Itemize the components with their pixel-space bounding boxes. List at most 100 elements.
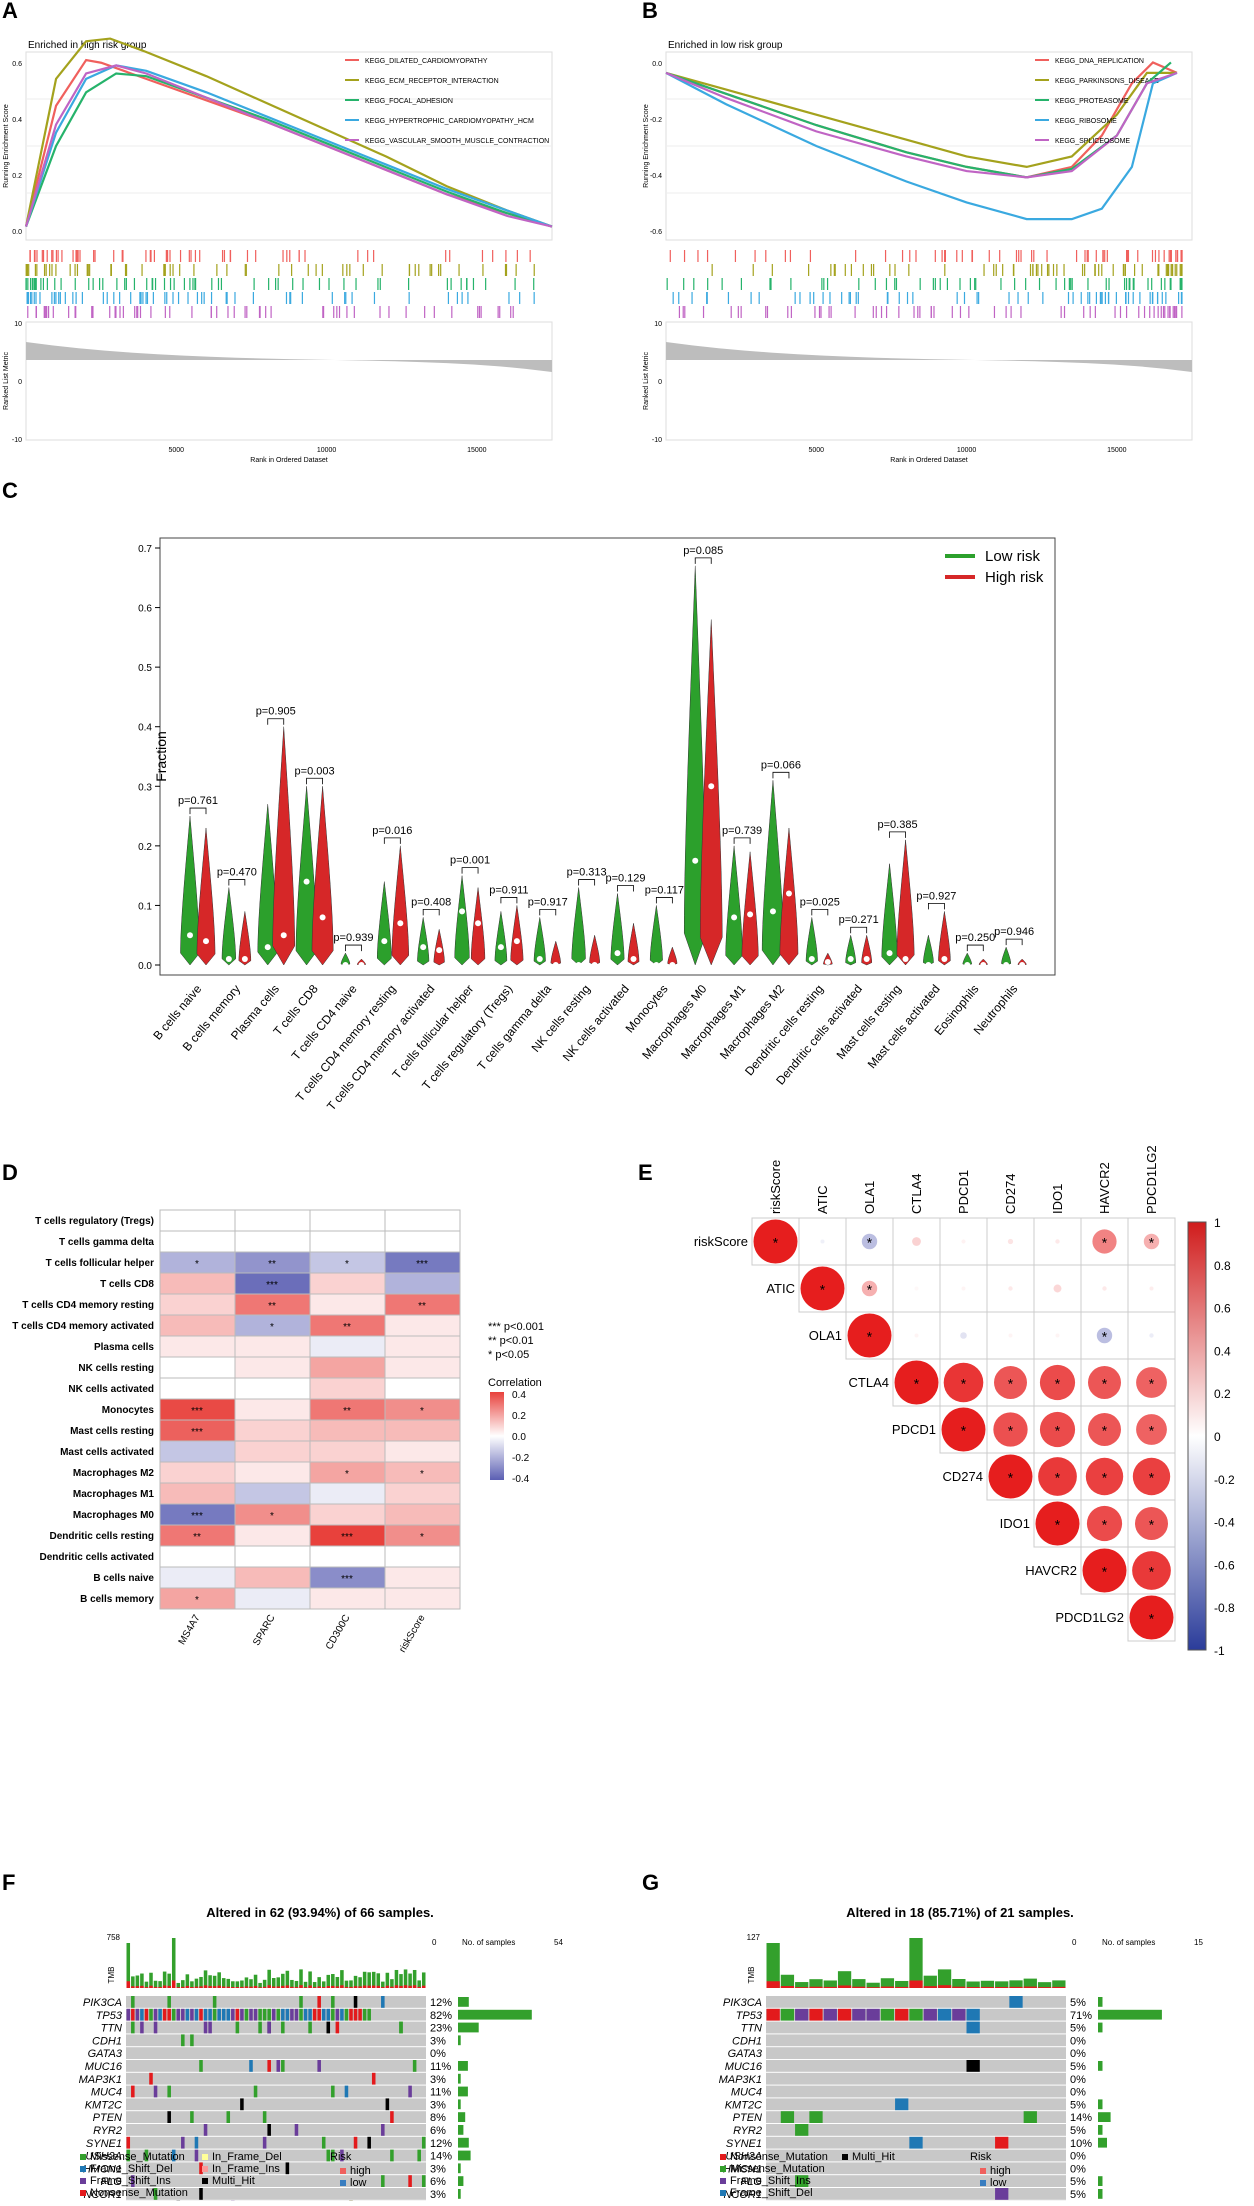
tmb-bar-segment [924, 1986, 937, 1988]
p-bracket [967, 945, 983, 951]
percent-label: 71% [1070, 2010, 1092, 2022]
p-bracket [423, 909, 439, 915]
legend-swatch [842, 2154, 848, 2160]
mutation-cell [240, 2009, 244, 2021]
mutation-cell [995, 2137, 1008, 2149]
mutation-cell [286, 2009, 290, 2021]
samples-axis-label: No. of samples [1102, 1938, 1155, 1947]
mutation-cell [131, 2009, 135, 2021]
legend-swatch [340, 2180, 346, 2186]
percent-label: 0% [1070, 2151, 1086, 2163]
heatmap-cell [235, 1588, 310, 1609]
mutation-cell [231, 2009, 235, 2021]
significance-star: * [867, 1235, 873, 1251]
median-dot [864, 956, 870, 962]
significance-star: *** [341, 1574, 353, 1585]
mutation-cell [140, 2022, 144, 2034]
mutation-cell [286, 2162, 290, 2174]
row-gene-label: riskScore [694, 1234, 748, 1249]
gene-frequency-bar [1098, 2176, 1103, 2186]
legend-swatch [720, 2154, 726, 2160]
mutation-cell [809, 2111, 822, 2123]
tmb-bar-segment [390, 1987, 394, 1988]
mutation-cell [236, 2009, 240, 2021]
mutation-cell [154, 2022, 158, 2034]
significance-star: * [270, 1322, 274, 1333]
mutation-cell [399, 2022, 403, 2034]
mutation-cell [317, 2060, 321, 2072]
gene-label: KMT2C [725, 2099, 762, 2111]
violin-high-risk [551, 941, 561, 965]
significance-star: *** [416, 1259, 428, 1270]
percent-label: 0% [1070, 2087, 1086, 2099]
corrplot-panel-E: riskScoreriskScore****ATICATIC**OLA1OLA1… [694, 1145, 1235, 1658]
mutation-cell [290, 2009, 294, 2021]
significance-star: *** [191, 1427, 203, 1438]
median-dot [903, 956, 909, 962]
mutation-cell [852, 2009, 865, 2021]
tmb-bar-segment [140, 1986, 144, 1988]
median-dot [420, 944, 426, 950]
gene-frequency-bar [458, 2035, 461, 2045]
risk-legend-label: low [350, 2177, 367, 2189]
significance-star: * [1149, 1423, 1155, 1439]
p-bracket [773, 772, 789, 778]
median-dot [381, 938, 387, 944]
percent-label: 5% [1070, 1997, 1086, 2009]
significance-star: * [1055, 1470, 1061, 1486]
heatmap-cell [235, 1483, 310, 1504]
corr-circle [1009, 1334, 1013, 1338]
violin-frame [160, 538, 1055, 975]
p-value-label: p=0.250 [955, 932, 995, 944]
heatmap-cell [160, 1231, 235, 1252]
median-dot [669, 962, 675, 968]
mutation-legend-label: Frame_Shift_Ins [730, 2175, 811, 2187]
mutation-legend-label: Nonsense_Mutation [90, 2187, 188, 2199]
violin-low-risk [455, 876, 470, 965]
mutation-cell [327, 2022, 331, 2034]
tmb-bar-segment [1009, 1987, 1022, 1988]
tmb-bar-segment [795, 1987, 808, 1988]
significance-star: * [1008, 1423, 1014, 1439]
colorbar-tick: -0.8 [1214, 1601, 1235, 1615]
violin-high-risk [511, 905, 523, 965]
mutation-cell [267, 2060, 271, 2072]
tmb-bar-segment [345, 1987, 349, 1988]
mutation-cell [131, 2022, 135, 2034]
heatmap-cell [160, 1273, 235, 1294]
mutation-legend-label: Multi_Hit [852, 2151, 895, 2163]
panel-label-A: A [2, 0, 18, 23]
heatmap-cell [310, 1504, 385, 1525]
row-label: T cells regulatory (Tregs) [35, 1216, 154, 1227]
violin-low-risk [181, 816, 200, 965]
y-tick-label: 0.0 [12, 229, 22, 236]
y-tick-label: 0.6 [12, 61, 22, 68]
y-tick-label: 0.5 [138, 663, 152, 674]
mutation-cell [331, 1996, 335, 2008]
significance-star: * [1102, 1235, 1108, 1251]
median-dot [925, 962, 931, 968]
significance-star: * [1149, 1470, 1155, 1486]
gene-frequency-bar [1098, 1997, 1103, 2007]
tmb-bar-segment [222, 1987, 226, 1988]
tmb-bar-segment [372, 1986, 376, 1988]
mutation-row-bg [126, 2137, 426, 2149]
p-bracket [307, 778, 323, 784]
median-dot [498, 944, 504, 950]
tmb-bar-segment [809, 1987, 822, 1988]
corr-circle [1055, 1239, 1059, 1243]
colorbar-tick: -0.4 [1214, 1516, 1235, 1530]
colorbar-tick: 0 [1214, 1430, 1221, 1444]
mutation-legend-label: In_Frame_Ins [212, 2163, 280, 2175]
mutation-cell [336, 2009, 340, 2021]
category-label: T cells gamma delta [474, 982, 554, 1073]
percent-label: 14% [1070, 2112, 1092, 2124]
oncoplot-panel-G: Altered in 18 (85.71%) of 21 samples.127… [719, 1905, 1204, 2201]
significance-star: * [1149, 1376, 1155, 1392]
mutation-row-bg [766, 2086, 1066, 2098]
significance-star: * [1149, 1611, 1155, 1627]
mutation-row-bg [126, 2086, 426, 2098]
y-tick-label: -0.6 [650, 229, 662, 236]
mutation-cell [227, 2009, 231, 2021]
p-value-label: p=0.939 [333, 932, 373, 944]
